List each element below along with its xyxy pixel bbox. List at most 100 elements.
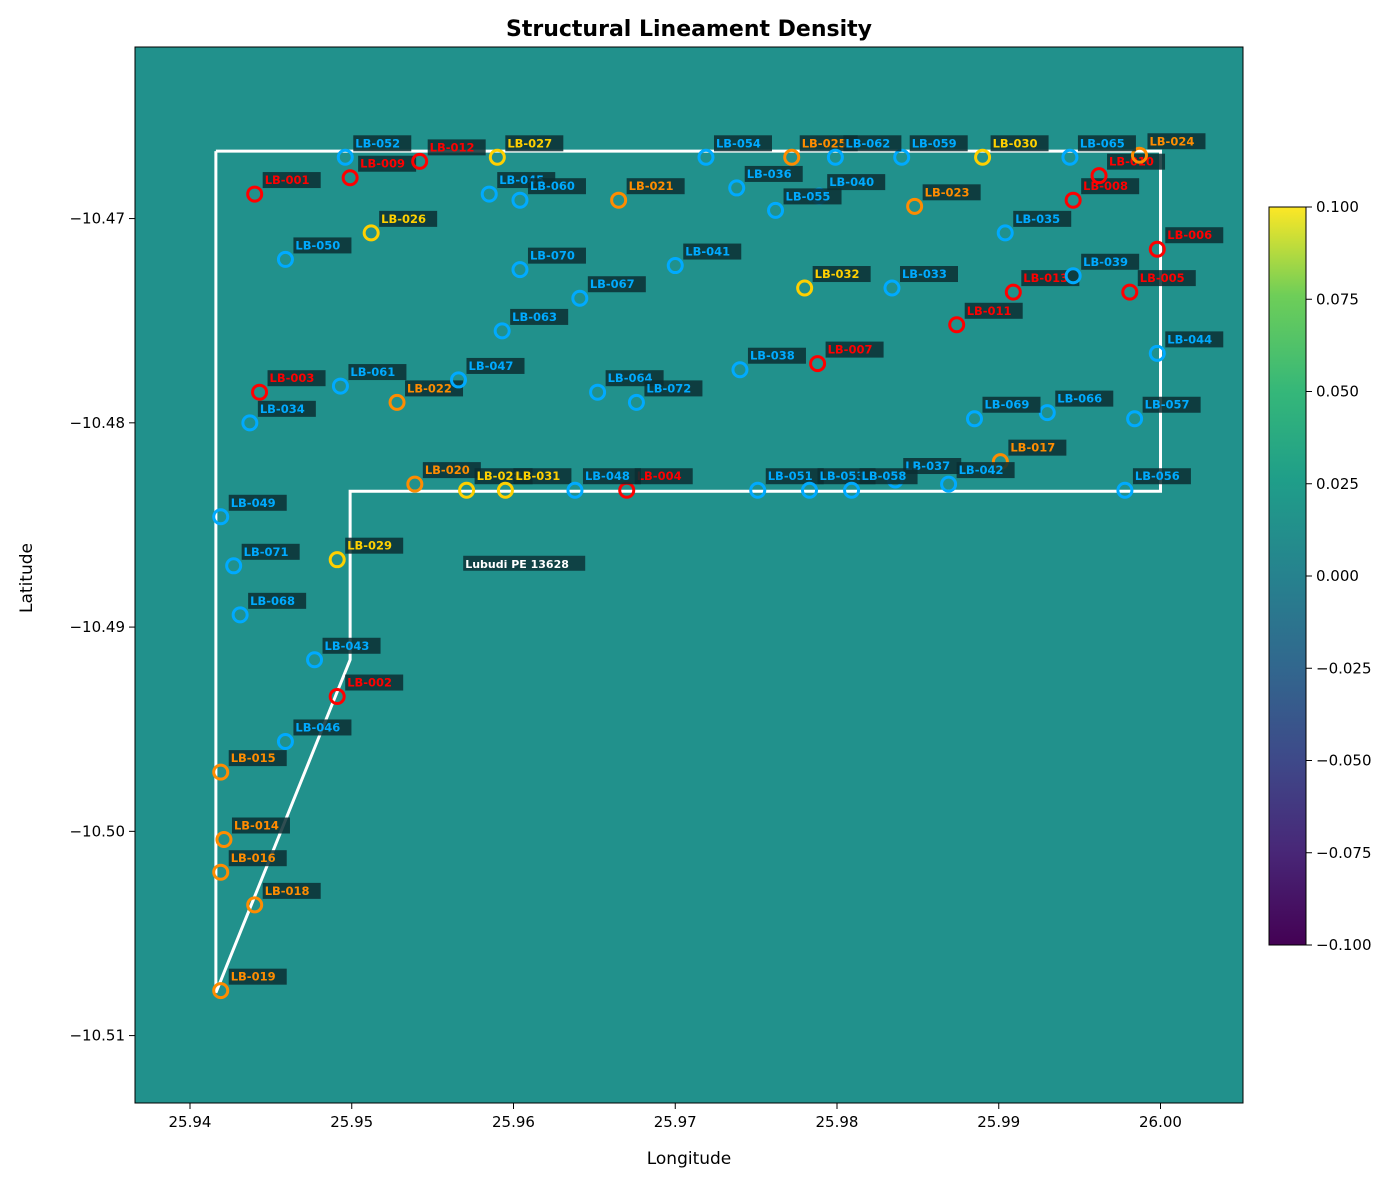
point-marker[interactable]	[1064, 191, 1082, 209]
point-marker[interactable]	[1121, 283, 1139, 301]
data-point[interactable]: LB-044	[1148, 331, 1224, 362]
data-point[interactable]: LB-047	[450, 357, 525, 389]
point-marker[interactable]	[666, 257, 684, 275]
point-marker[interactable]	[331, 377, 349, 395]
point-marker[interactable]	[215, 831, 233, 849]
data-point[interactable]: LB-071	[225, 543, 300, 575]
data-point[interactable]: LB-034	[241, 400, 316, 432]
data-point[interactable]: LB-011	[948, 302, 1023, 334]
data-point[interactable]: LB-007	[809, 341, 884, 373]
data-point[interactable]: LB-030	[974, 135, 1049, 166]
data-point[interactable]: LB-054	[697, 135, 772, 166]
data-point[interactable]: LB-048	[566, 468, 641, 499]
point-marker[interactable]	[231, 606, 249, 624]
data-point[interactable]: LB-062	[826, 135, 902, 166]
data-point[interactable]: LB-012	[411, 139, 486, 170]
data-point[interactable]: LB-061	[331, 364, 407, 395]
point-marker[interactable]	[1130, 146, 1148, 164]
data-point[interactable]: LB-025	[783, 135, 858, 166]
point-marker[interactable]	[940, 475, 958, 493]
point-marker[interactable]	[251, 383, 269, 401]
point-marker[interactable]	[241, 414, 259, 432]
point-marker[interactable]	[212, 508, 230, 526]
point-marker[interactable]	[511, 261, 529, 279]
point-marker[interactable]	[488, 148, 506, 166]
data-point[interactable]: LB-049	[212, 494, 287, 526]
data-point[interactable]: LB-065	[1061, 135, 1136, 166]
point-marker[interactable]	[728, 179, 746, 197]
point-marker[interactable]	[212, 763, 230, 781]
point-marker[interactable]	[246, 185, 264, 203]
data-point[interactable]: LB-042	[940, 462, 1015, 493]
point-marker[interactable]	[496, 481, 514, 499]
point-marker[interactable]	[328, 688, 346, 706]
point-marker[interactable]	[450, 371, 468, 389]
point-marker[interactable]	[1090, 167, 1108, 185]
data-point[interactable]: LB-013	[1004, 270, 1080, 301]
point-marker[interactable]	[1148, 344, 1166, 362]
data-point[interactable]: LB-019	[212, 968, 287, 1000]
point-marker[interactable]	[511, 191, 529, 209]
point-marker[interactable]	[276, 250, 294, 268]
point-marker[interactable]	[589, 383, 607, 401]
point-marker[interactable]	[341, 169, 359, 187]
data-point[interactable]: LB-005	[1121, 270, 1196, 301]
point-marker[interactable]	[362, 224, 380, 242]
data-point[interactable]: LB-068	[231, 592, 307, 624]
point-marker[interactable]	[388, 393, 406, 411]
point-marker[interactable]	[731, 361, 749, 379]
data-point[interactable]: LB-015	[212, 750, 287, 781]
data-point[interactable]: LB-052	[336, 135, 412, 166]
data-point[interactable]: LB-006	[1148, 227, 1224, 258]
data-point[interactable]: LB-014	[215, 817, 290, 849]
point-marker[interactable]	[1126, 410, 1144, 428]
point-marker[interactable]	[1148, 240, 1166, 258]
point-marker[interactable]	[796, 279, 814, 297]
point-marker[interactable]	[627, 393, 645, 411]
point-marker[interactable]	[566, 481, 584, 499]
data-point[interactable]: LB-032	[796, 266, 871, 297]
point-marker[interactable]	[1116, 481, 1134, 499]
data-point[interactable]: LB-016	[212, 850, 287, 881]
data-point[interactable]: LB-022	[388, 380, 464, 411]
point-marker[interactable]	[697, 148, 715, 166]
point-marker[interactable]	[767, 201, 785, 219]
data-point[interactable]: LB-024	[1130, 133, 1206, 164]
data-point[interactable]: LB-028	[458, 468, 533, 499]
point-marker[interactable]	[406, 475, 424, 493]
data-point[interactable]: LB-056	[1116, 468, 1191, 499]
point-marker[interactable]	[212, 982, 230, 1000]
point-marker[interactable]	[1064, 267, 1082, 285]
data-point[interactable]: LB-067	[571, 276, 646, 307]
data-point[interactable]: LB-021	[610, 178, 685, 209]
data-point[interactable]: LB-035	[996, 210, 1072, 242]
data-point[interactable]: LB-050	[276, 237, 352, 268]
data-point[interactable]: LB-046	[276, 719, 352, 750]
point-marker[interactable]	[610, 191, 628, 209]
point-marker[interactable]	[212, 863, 230, 881]
point-marker[interactable]	[801, 481, 819, 499]
data-point[interactable]: LB-036	[728, 165, 803, 197]
data-point[interactable]: LB-043	[306, 637, 381, 669]
point-marker[interactable]	[336, 148, 354, 166]
data-point[interactable]: LB-023	[906, 184, 981, 215]
point-marker[interactable]	[225, 557, 243, 575]
data-point[interactable]: LB-038	[731, 347, 806, 379]
data-point[interactable]: LB-055	[767, 188, 842, 219]
point-marker[interactable]	[493, 322, 511, 340]
point-marker[interactable]	[843, 481, 861, 499]
point-marker[interactable]	[783, 148, 801, 166]
data-point[interactable]: LB-041	[666, 243, 742, 275]
data-point[interactable]: LB-058	[843, 468, 918, 499]
data-point[interactable]: LB-029	[328, 537, 404, 569]
data-point[interactable]: LB-051	[749, 468, 824, 499]
data-point[interactable]: LB-060	[511, 178, 586, 209]
point-marker[interactable]	[328, 551, 346, 569]
point-marker[interactable]	[276, 732, 294, 750]
point-marker[interactable]	[1004, 283, 1022, 301]
point-marker[interactable]	[306, 651, 324, 669]
point-marker[interactable]	[411, 152, 429, 170]
point-marker[interactable]	[571, 289, 589, 307]
data-point[interactable]: LB-069	[965, 396, 1041, 428]
data-point[interactable]: LB-002	[328, 674, 404, 706]
